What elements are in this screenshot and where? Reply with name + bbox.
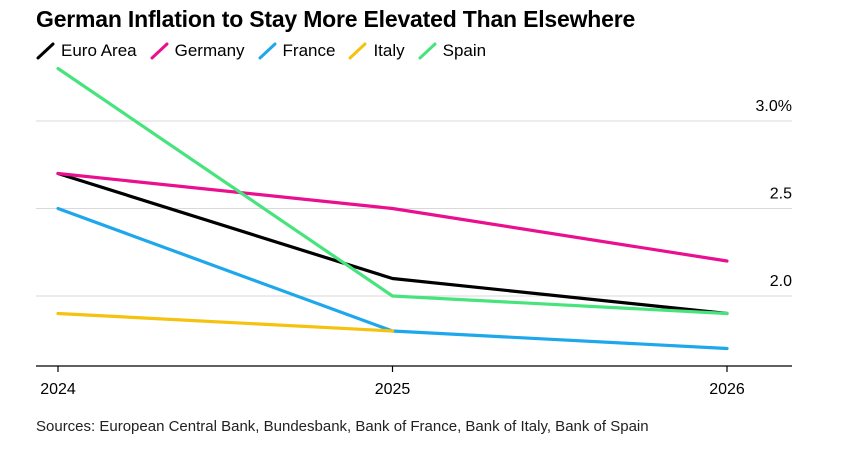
y-tick-label: 2.5	[770, 186, 792, 203]
legend-swatch	[150, 42, 169, 60]
chart-title: German Inflation to Stay More Elevated T…	[36, 6, 636, 32]
legend-label: Italy	[373, 41, 405, 60]
legend-item-euro-area: Euro Area	[36, 41, 137, 61]
legend-swatch	[258, 42, 277, 60]
legend-item-italy: Italy	[348, 41, 405, 61]
legend-swatch	[418, 42, 437, 60]
legend-item-spain: Spain	[418, 41, 486, 61]
legend-label: Germany	[174, 41, 245, 60]
legend-swatch	[36, 42, 55, 60]
series-line-italy	[56, 311, 395, 333]
legend-label: France	[282, 41, 336, 60]
legend-label: Spain	[442, 41, 487, 60]
legend-swatch	[348, 42, 367, 60]
legend-label: Euro Area	[61, 41, 137, 60]
x-tick-label: 2024	[40, 381, 76, 398]
x-tick-label: 2025	[375, 381, 411, 398]
series-line-euro-area	[56, 171, 729, 316]
series-line-spain	[56, 66, 729, 316]
legend-item-france: France	[258, 41, 336, 61]
x-tick-label: 2026	[709, 381, 745, 398]
legend-item-germany: Germany	[150, 41, 245, 61]
legend: Euro Area Germany France Italy Spain	[36, 41, 499, 61]
source-note: Sources: European Central Bank, Bundesba…	[36, 418, 649, 435]
y-tick-label: 2.0	[770, 273, 792, 290]
series-line-germany	[56, 171, 729, 263]
y-tick-label: 3.0%	[756, 98, 792, 115]
